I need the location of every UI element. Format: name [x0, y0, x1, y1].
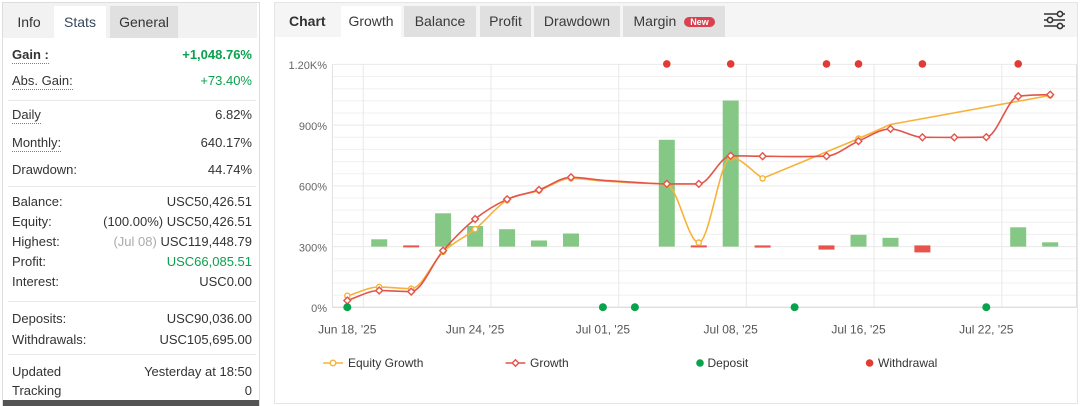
svg-text:Growth: Growth — [530, 356, 569, 370]
svg-text:Jun 24, '25: Jun 24, '25 — [446, 323, 505, 337]
svg-text:900%: 900% — [299, 121, 327, 133]
svg-text:Withdrawal: Withdrawal — [878, 356, 937, 370]
svg-text:Jul 16, '25: Jul 16, '25 — [831, 323, 886, 337]
svg-text:Jun 18, '25: Jun 18, '25 — [318, 323, 377, 337]
svg-text:Deposit: Deposit — [708, 356, 749, 370]
svg-text:Equity Growth: Equity Growth — [348, 356, 423, 370]
svg-text:Jul 22, '25: Jul 22, '25 — [959, 323, 1014, 337]
svg-text:1.20K%: 1.20K% — [288, 60, 327, 72]
svg-text:0%: 0% — [311, 303, 327, 315]
svg-text:300%: 300% — [299, 242, 327, 254]
svg-text:Jul 08, '25: Jul 08, '25 — [704, 323, 759, 337]
svg-text:600%: 600% — [299, 182, 327, 194]
svg-text:Jul 01, '25: Jul 01, '25 — [576, 323, 631, 337]
